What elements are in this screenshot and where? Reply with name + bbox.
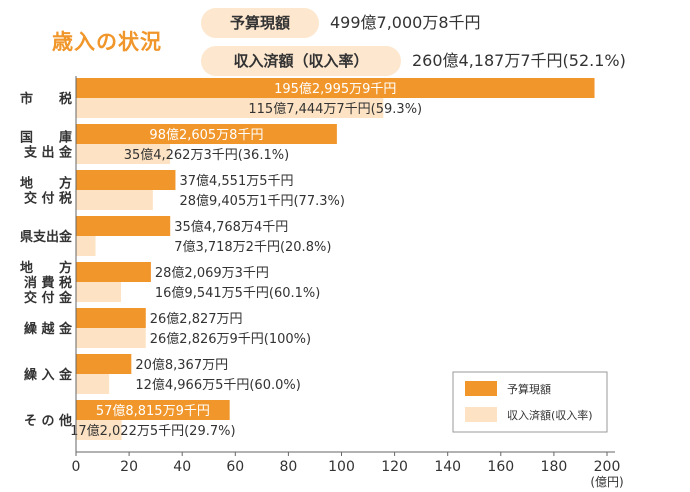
- bar-budget-ken: [76, 216, 171, 236]
- bar-revenue-sonota: [76, 420, 122, 440]
- bar-budget-shohizei: [76, 262, 151, 282]
- data-label-revenue-chiho-kofu: 28億9,405万1千円(77.3%): [179, 193, 344, 209]
- bar-budget-kurire: [76, 354, 132, 374]
- data-label-revenue-kurikoshi: 26億2,826万9千円(100%): [150, 331, 311, 347]
- data-label-revenue-kokko: 35億4,262万3千円(36.1%): [124, 147, 289, 163]
- bar-revenue-kurikoshi: [76, 328, 146, 348]
- x-tick-label: 140: [434, 459, 461, 475]
- legend-swatch-revenue: [465, 407, 497, 422]
- category-label-chiho-kofu: 地 方: [20, 176, 72, 192]
- x-tick-label: 180: [541, 459, 568, 475]
- legend-swatch-budget: [465, 381, 497, 396]
- data-label-budget-shizei: 195億2,995万9千円: [274, 81, 396, 97]
- category-label-shizei: 市 税: [20, 91, 72, 107]
- data-label-revenue-shizei: 115億7,444万7千円(59.3%): [248, 101, 422, 117]
- category-label-ken: 県支出金: [20, 229, 73, 245]
- bar-revenue-shizei: [76, 98, 384, 118]
- budget-total-value: 499億7,000万8千円: [330, 13, 481, 32]
- bar-revenue-shohizei: [76, 282, 122, 302]
- x-tick-label: 160: [487, 459, 514, 475]
- category-label-shohizei: 交 付 金: [24, 290, 73, 306]
- data-label-budget-shohizei: 28億2,069万3千円: [155, 265, 269, 281]
- data-label-budget-chiho-kofu: 37億4,551万5千円: [179, 173, 293, 189]
- x-tick-label: 100: [328, 459, 355, 475]
- bar-budget-chiho-kofu: [76, 170, 176, 190]
- bar-revenue-kurire: [76, 374, 110, 394]
- budget-label-pill: 予算現額: [201, 8, 319, 38]
- category-label-sonota: そ の 他: [24, 413, 72, 429]
- x-tick-label: 200: [594, 459, 621, 475]
- bar-revenue-kokko: [76, 144, 171, 164]
- page-title: 歳入の状況: [52, 30, 162, 54]
- data-label-budget-kurikoshi: 26億2,827万円: [150, 311, 243, 327]
- bar-budget-shizei: [76, 78, 595, 98]
- x-tick-label: 40: [173, 459, 191, 475]
- x-tick-label: 0: [72, 459, 81, 475]
- data-label-revenue-kurire: 12億4,966万5千円(60.0%): [135, 377, 300, 393]
- category-label-kokko: 国 庫: [20, 130, 72, 146]
- data-label-revenue-shohizei: 16億9,541万5千円(60.1%): [155, 285, 320, 301]
- category-label-kurire: 繰 入 金: [24, 367, 73, 383]
- legend-label-revenue: 収入済額(収入率): [507, 408, 593, 422]
- revenue-total-value: 260億4,187万7千円(52.1%): [412, 51, 626, 70]
- bar-revenue-ken: [76, 236, 96, 256]
- legend-label-budget: 予算現額: [507, 382, 551, 396]
- bar-budget-kokko: [76, 124, 337, 144]
- category-label-shohizei: 地 方: [20, 260, 72, 276]
- x-tick-label: 20: [120, 459, 138, 475]
- x-axis-unit: (億円): [590, 475, 623, 489]
- x-tick-label: 120: [381, 459, 408, 475]
- data-label-budget-kurire: 20億8,367万円: [135, 357, 228, 373]
- bar-budget-sonota: [76, 400, 230, 420]
- bar-revenue-chiho-kofu: [76, 190, 153, 210]
- bar-budget-kurikoshi: [76, 308, 146, 328]
- data-label-budget-kokko: 98億2,605万8千円: [149, 127, 263, 143]
- category-label-kurikoshi: 繰 越 金: [24, 321, 73, 337]
- data-label-revenue-ken: 7億3,718万2千円(20.8%): [174, 239, 331, 255]
- revenue-label-pill: 収入済額（収入率）: [201, 46, 401, 76]
- category-label-shohizei: 消 費 税: [24, 275, 72, 291]
- data-label-revenue-sonota: 17億2,022万5千円(29.7%): [70, 423, 235, 439]
- category-label-chiho-kofu: 交 付 税: [24, 191, 72, 207]
- x-tick-label: 60: [226, 459, 244, 475]
- x-tick-label: 80: [279, 459, 297, 475]
- data-label-budget-ken: 35億4,768万4千円: [174, 219, 288, 235]
- data-label-budget-sonota: 57億8,815万9千円: [96, 403, 210, 419]
- category-label-kokko: 支 出 金: [23, 145, 73, 161]
